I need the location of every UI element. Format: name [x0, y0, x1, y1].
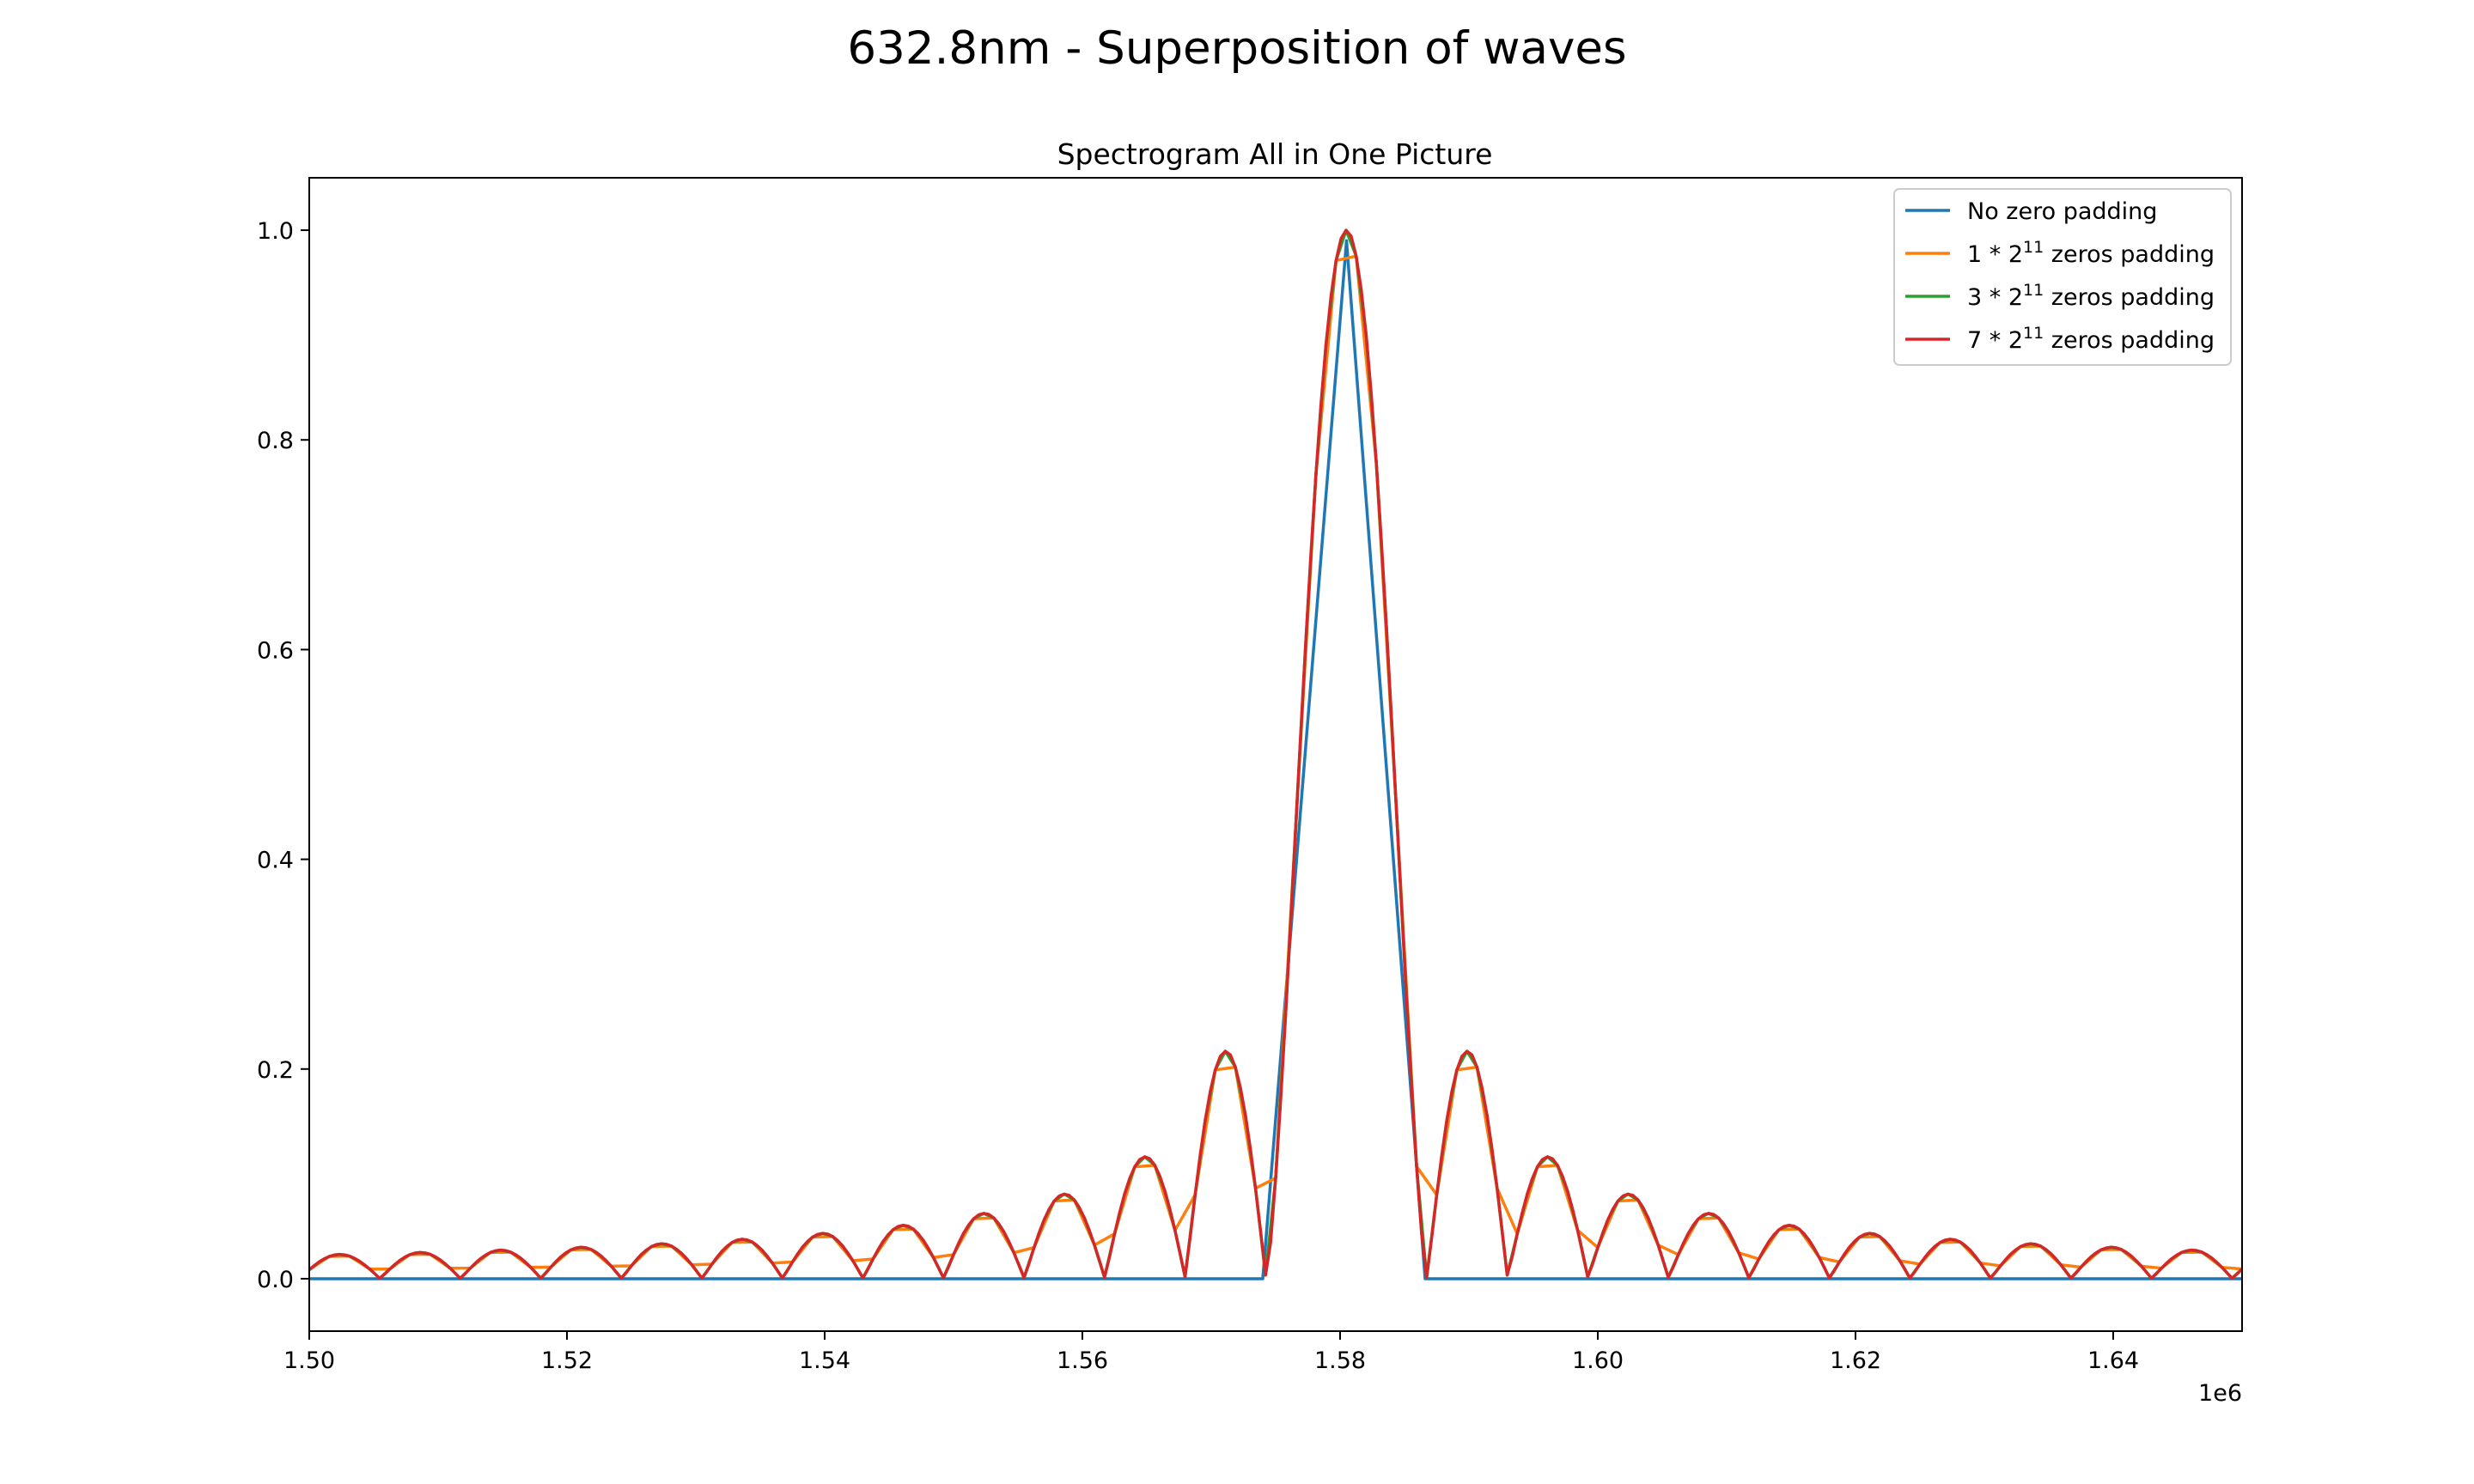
legend-frame	[1893, 188, 2232, 366]
y-axis: 0.0 0.2 0.4 0.6 0.8 1.0	[257, 218, 309, 1293]
x-tick-label: 1.62	[1830, 1347, 1881, 1374]
plot-frame	[308, 177, 2243, 1332]
figure-suptitle: 632.8nm - Superposition of waves	[847, 22, 1626, 75]
x-tick-label: 1.58	[1314, 1347, 1366, 1374]
plot-area	[308, 177, 2243, 1332]
x-tick-label: 1.50	[283, 1347, 335, 1374]
x-tick-label: 1.52	[541, 1347, 593, 1374]
chart-title: Spectrogram All in One Picture	[1057, 137, 1493, 171]
legend: No zero padding 1 * 211 zeros padding 3 * …	[1893, 188, 2232, 366]
x-tick-label: 1.64	[2087, 1347, 2139, 1374]
x-axis: 1.50 1.52 1.54 1.56 1.58 1.60 1.62 1.64	[283, 1331, 2139, 1374]
x-tick-label: 1.54	[799, 1347, 850, 1374]
y-tick-label: 0.6	[257, 637, 294, 664]
series-line-3	[309, 228, 2242, 1280]
y-tick-label: 0.2	[257, 1057, 294, 1084]
x-tick-label: 1.60	[1572, 1347, 1624, 1374]
legend-label-2: 3 * 211 zeros padding	[1967, 281, 2215, 311]
x-axis-offset-label: 1e6	[2198, 1380, 2242, 1407]
series-line-0	[309, 239, 2242, 1280]
x-tick-label: 1.56	[1057, 1347, 1108, 1374]
legend-label-0: No zero padding	[1967, 198, 2157, 225]
legend-label-3: 7 * 211 zeros padding	[1967, 324, 2215, 354]
y-tick-label: 0.8	[257, 428, 294, 454]
y-tick-label: 0.4	[257, 848, 294, 874]
series-layer	[309, 228, 2242, 1280]
legend-label-1: 1 * 211 zeros padding	[1967, 238, 2215, 268]
y-tick-label: 1.0	[257, 218, 294, 245]
y-tick-label: 0.0	[257, 1267, 294, 1293]
